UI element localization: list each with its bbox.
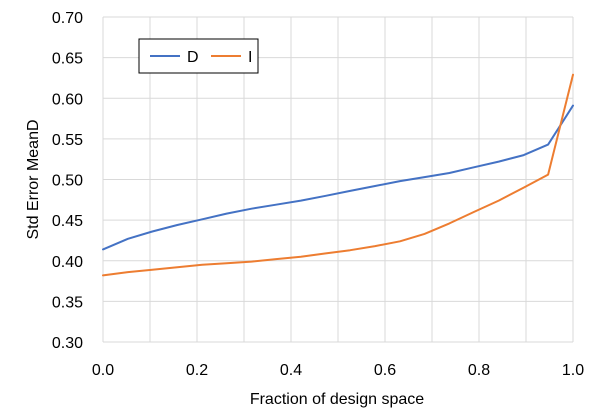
y-tick-label: 0.35: [52, 294, 83, 311]
x-tick-label: 1.0: [562, 362, 584, 379]
y-tick-label: 0.50: [52, 173, 83, 190]
y-tick-label: 0.65: [52, 51, 83, 68]
y-tick-label: 0.60: [52, 91, 83, 108]
y-tick-label: 0.40: [52, 254, 83, 271]
x-tick-label: 0.6: [374, 362, 396, 379]
series-line-i: [102, 73, 574, 277]
y-tick-label: 0.30: [52, 335, 83, 352]
x-tick-label: 0.2: [186, 362, 208, 379]
x-axis-title: Fraction of design space: [250, 391, 424, 408]
legend-label-i: I: [248, 49, 252, 66]
legend-label-d: D: [187, 49, 199, 66]
x-tick-label: 0.4: [280, 362, 302, 379]
x-tick-label: 0.0: [92, 362, 114, 379]
series-line-d: [102, 104, 574, 251]
legend: D I: [138, 38, 259, 74]
series-layer: [102, 73, 574, 277]
y-tick-label: 0.55: [52, 132, 83, 149]
x-axis-tick-labels: 0.0 0.2 0.4 0.6 0.8 1.0: [92, 362, 584, 379]
y-tick-label: 0.45: [52, 213, 83, 230]
y-axis-title: Std Error MeanD: [25, 119, 42, 239]
x-tick-label: 0.8: [468, 362, 490, 379]
y-tick-label: 0.70: [52, 10, 83, 27]
y-axis-tick-labels: 0.30 0.35 0.40 0.45 0.50 0.55 0.60 0.65 0.70: [52, 10, 83, 352]
